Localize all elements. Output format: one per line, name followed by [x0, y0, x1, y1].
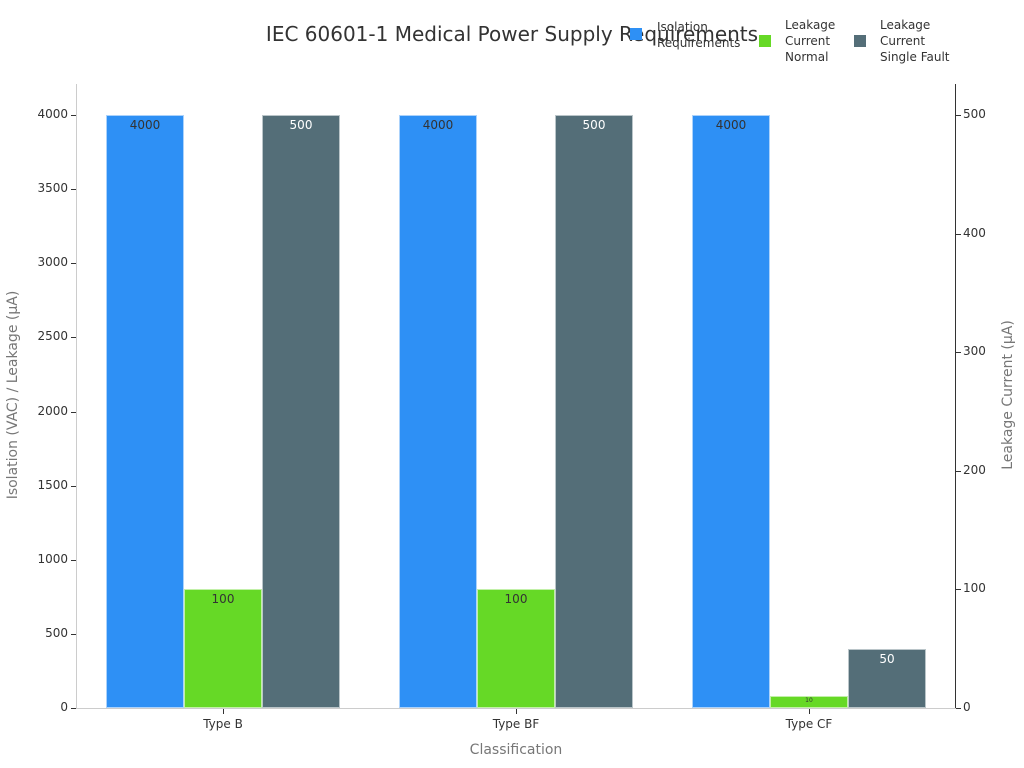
- y-tick: [71, 411, 76, 413]
- y-tick-label: 1000: [37, 551, 68, 566]
- bar-isolation-requirements[interactable]: [692, 115, 770, 708]
- y2-tick: [956, 233, 961, 235]
- y2-tick: [956, 589, 961, 591]
- x-tick-label: Type CF: [785, 717, 833, 731]
- x-axis-line: [76, 708, 956, 709]
- legend-label[interactable]: Leakage: [785, 18, 836, 32]
- y-axis-right-line: [955, 84, 956, 709]
- x-tick: [223, 709, 224, 714]
- bar-isolation-requirements[interactable]: [106, 115, 184, 708]
- y2-tick-label: 500: [963, 107, 986, 121]
- bar-value-label: 4000: [422, 118, 454, 132]
- y2-tick: [956, 352, 961, 354]
- legend-label[interactable]: Isolation: [657, 20, 708, 34]
- y2-tick-label: 100: [963, 581, 986, 596]
- y-tick: [71, 559, 76, 561]
- y2-tick: [956, 708, 961, 709]
- y2-tick: [956, 115, 961, 116]
- y-tick-label: 3000: [37, 255, 68, 270]
- y-axis-title: Isolation (VAC) / Leakage (µA): [5, 290, 21, 500]
- y-tick-label: 0: [60, 700, 68, 714]
- legend-label[interactable]: Requirements: [657, 36, 741, 50]
- y2-tick-label: 300: [963, 344, 986, 359]
- y2-tick: [956, 470, 961, 472]
- x-tick-label: Type BF: [492, 717, 540, 731]
- y-tick: [71, 485, 76, 487]
- x-tick-label: Type B: [203, 717, 243, 731]
- y-tick-label: 1500: [37, 477, 68, 492]
- y-tick: [71, 708, 76, 709]
- y-tick: [71, 263, 76, 265]
- bar-leakage-current-single-fault[interactable]: [262, 115, 340, 708]
- bar-leakage-current-single-fault[interactable]: [848, 648, 926, 708]
- legend-swatch-icon: [759, 35, 771, 47]
- bar-leakage-current-normal[interactable]: [770, 696, 848, 708]
- bar-value-label: 10: [805, 697, 813, 705]
- x-axis-title: Classification: [469, 742, 563, 758]
- bar-leakage-current-normal[interactable]: [477, 589, 555, 708]
- legend-label[interactable]: Current: [880, 34, 926, 48]
- legend-label[interactable]: Leakage: [880, 18, 931, 32]
- bar-value-label: 4000: [715, 118, 747, 132]
- y-tick: [71, 633, 76, 635]
- y-axis-left-line: [76, 84, 77, 709]
- y-tick: [71, 337, 76, 339]
- legend-swatch-icon: [630, 28, 642, 40]
- bar-leakage-current-normal[interactable]: [184, 589, 262, 708]
- y2-tick-label: 400: [963, 225, 986, 240]
- chart-title: IEC 60601-1 Medical Power Supply Require…: [265, 22, 759, 46]
- bar-value-label: 4000: [129, 118, 161, 132]
- bar-value-label: 100: [211, 592, 235, 607]
- x-tick: [809, 709, 810, 714]
- y-tick-label: 500: [45, 625, 68, 640]
- bar-leakage-current-single-fault[interactable]: [555, 115, 633, 708]
- y-tick-label: 3500: [37, 181, 68, 196]
- y2-tick-label: 200: [963, 462, 986, 477]
- y-tick-label: 4000: [37, 107, 68, 121]
- y-tick: [71, 189, 76, 191]
- bar-isolation-requirements[interactable]: [399, 115, 477, 708]
- legend-label[interactable]: Current: [785, 34, 831, 48]
- y2-tick-label: 0: [963, 700, 971, 714]
- y-tick-label: 2500: [37, 329, 68, 344]
- legend-swatch-icon: [854, 35, 866, 47]
- bar-value-label: 50: [879, 651, 895, 666]
- bar-value-label: 500: [582, 118, 606, 132]
- x-tick: [516, 709, 517, 714]
- bar-value-label: 500: [289, 118, 313, 132]
- bar-value-label: 100: [504, 592, 528, 607]
- y2-axis-title: Leakage Current (µA): [1000, 320, 1016, 470]
- legend-label[interactable]: Single Fault: [880, 50, 950, 64]
- legend-label[interactable]: Normal: [785, 50, 829, 64]
- y-tick: [71, 115, 76, 116]
- y-tick-label: 2000: [37, 403, 68, 418]
